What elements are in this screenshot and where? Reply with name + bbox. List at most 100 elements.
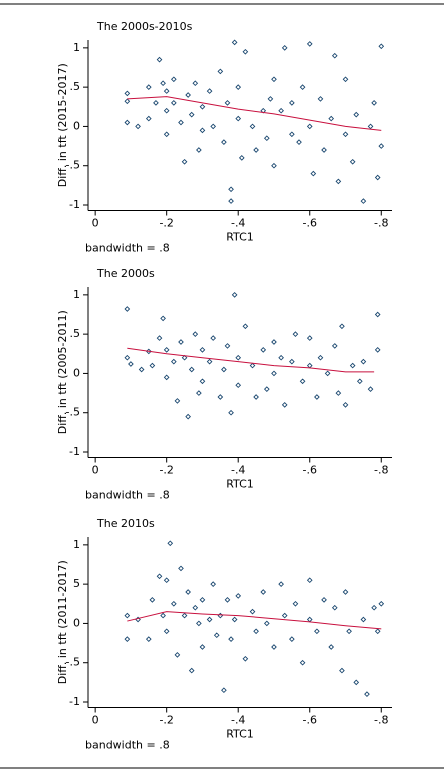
point xyxy=(349,362,356,369)
point xyxy=(181,612,188,619)
bandwidth-note: bandwidth = .8 xyxy=(85,242,170,255)
point xyxy=(281,402,288,408)
y-tick-label: 0 xyxy=(73,366,80,379)
x-tick-label: -.6 xyxy=(303,464,317,477)
point xyxy=(224,597,231,603)
point xyxy=(289,131,295,138)
chart-title: The 2000s-2010s xyxy=(96,20,193,33)
point xyxy=(360,358,367,365)
point xyxy=(360,198,367,204)
point xyxy=(145,636,152,642)
point xyxy=(242,655,249,662)
point xyxy=(360,616,367,623)
y-tick-label: -1 xyxy=(69,445,80,458)
point xyxy=(217,68,224,75)
point xyxy=(278,581,284,587)
point xyxy=(199,378,206,385)
point xyxy=(263,386,270,392)
point xyxy=(192,604,199,611)
point xyxy=(196,620,202,627)
point xyxy=(260,347,267,353)
point xyxy=(228,198,234,204)
x-tick-label: -.4 xyxy=(231,714,245,727)
point xyxy=(124,119,131,126)
point xyxy=(321,597,327,603)
point xyxy=(206,616,213,623)
point xyxy=(281,612,288,619)
point xyxy=(310,170,317,177)
y-tick-label: 1 xyxy=(73,288,80,301)
x-axis-title: RTC1 xyxy=(226,231,254,244)
point xyxy=(263,135,270,142)
y-tick-label: .5 xyxy=(70,80,81,93)
point xyxy=(342,76,349,83)
point xyxy=(170,100,177,106)
point xyxy=(149,362,156,369)
point xyxy=(235,115,242,122)
point xyxy=(231,292,238,298)
point xyxy=(228,186,234,193)
point xyxy=(224,343,231,349)
x-tick-label: -.6 xyxy=(303,714,317,727)
point xyxy=(235,354,242,361)
point xyxy=(238,155,245,161)
x-tick-label: -.4 xyxy=(231,217,245,230)
point xyxy=(314,628,320,635)
point xyxy=(374,347,381,353)
point xyxy=(374,174,381,181)
x-tick-label: -.8 xyxy=(374,714,388,727)
x-tick-label: 0 xyxy=(92,464,99,477)
point xyxy=(228,409,234,416)
point xyxy=(374,311,381,318)
point xyxy=(210,581,217,587)
point xyxy=(339,667,345,674)
point xyxy=(210,335,217,341)
point xyxy=(124,306,131,312)
point xyxy=(249,362,256,369)
point xyxy=(156,56,163,63)
point xyxy=(328,644,335,650)
point xyxy=(160,612,166,619)
point xyxy=(367,386,374,392)
x-axis-title: RTC1 xyxy=(226,728,254,741)
point xyxy=(267,96,274,102)
point xyxy=(306,335,313,341)
y-tick-label: 1 xyxy=(73,538,80,551)
lowess-line xyxy=(127,347,375,373)
point xyxy=(199,644,206,650)
x-tick-label: -.4 xyxy=(231,464,245,477)
lowess-line xyxy=(127,96,382,131)
point xyxy=(353,111,360,118)
point xyxy=(213,632,220,639)
point xyxy=(306,616,313,623)
point xyxy=(242,48,249,55)
point xyxy=(331,52,338,59)
point xyxy=(317,354,324,361)
point xyxy=(149,597,156,603)
point xyxy=(374,628,381,635)
y-tick-label: -1 xyxy=(69,695,80,708)
point xyxy=(156,573,163,580)
point xyxy=(306,577,313,584)
point xyxy=(124,612,131,619)
point xyxy=(138,366,145,373)
y-tick-label: 0 xyxy=(73,119,80,132)
point xyxy=(199,347,206,353)
point xyxy=(228,636,234,642)
point xyxy=(163,577,170,584)
point xyxy=(163,131,170,138)
point xyxy=(221,366,227,373)
point xyxy=(145,84,152,90)
point xyxy=(271,644,277,650)
point xyxy=(242,323,249,330)
point xyxy=(199,103,206,110)
point xyxy=(253,394,259,400)
point xyxy=(235,382,242,389)
point xyxy=(231,39,238,46)
point xyxy=(263,620,270,627)
bandwidth-note: bandwidth = .8 xyxy=(85,489,170,502)
x-axis-title: RTC1 xyxy=(226,478,254,491)
point xyxy=(342,402,349,408)
x-tick-label: 0 xyxy=(92,217,99,230)
